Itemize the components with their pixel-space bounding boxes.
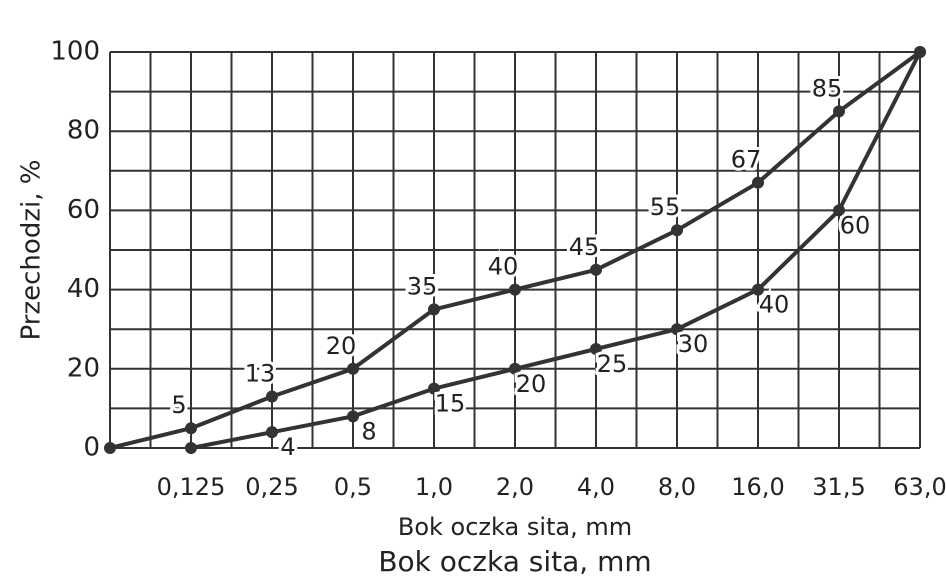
data-point [509,283,521,296]
data-point [266,390,278,403]
y-tick-label: 20 [67,353,100,383]
data-point [590,343,602,355]
y-tick-label: 80 [67,116,100,146]
x-tick-label: 2,0 [496,473,534,501]
data-point [752,283,764,296]
data-label: 8 [361,417,376,445]
data-point [914,46,926,58]
x-tick-label: 4,0 [577,473,615,501]
data-label: 40 [488,253,519,281]
data-label: 25 [597,350,628,378]
data-point [104,442,116,454]
data-label: 85 [812,74,843,102]
data-label: 20 [326,332,357,360]
data-label: 5 [171,391,186,419]
data-label: 20 [516,370,547,398]
y-tick-label: 40 [67,274,100,304]
data-point [428,382,440,395]
x-tick-label: 0,5 [334,473,372,501]
data-label: 60 [840,211,871,239]
data-point [347,410,359,423]
data-point [671,224,683,237]
series-line [190,51,922,450]
data-point [509,362,521,375]
y-tick-label: 100 [50,37,100,67]
x-tick-label: 16,0 [731,473,784,501]
x-tick-label: 0,125 [157,473,226,501]
data-label: 30 [678,330,709,358]
data-label: 15 [435,390,466,418]
x-axis-label: Bok oczka sita, mm [398,513,632,541]
x-tick-label: 0,25 [245,473,298,501]
data-point [185,422,197,435]
data-label: 35 [407,272,438,300]
data-point [752,176,764,189]
data-point [590,263,602,276]
data-point [428,303,440,316]
data-label: 13 [245,360,276,388]
data-point [347,362,359,375]
x-tick-label: 63,0 [893,473,946,501]
caption: Bok oczka sita, mm [378,545,651,578]
data-label: 67 [731,146,762,174]
data-point [266,426,278,439]
data-point [833,105,845,118]
x-tick-label: 1,0 [415,473,453,501]
x-tick-label: 8,0 [658,473,696,501]
data-label: 4 [280,433,295,461]
data-point [185,442,197,454]
data-point [671,323,683,336]
y-tick-label: 60 [67,195,100,225]
x-tick-label: 31,5 [812,473,865,501]
data-label: 45 [569,233,600,261]
data-label: 55 [650,193,681,221]
data-point [833,204,845,217]
y-axis-label: Przechodzi, % [17,160,47,341]
y-tick-label: 0 [83,433,100,463]
data-label: 40 [759,291,790,319]
